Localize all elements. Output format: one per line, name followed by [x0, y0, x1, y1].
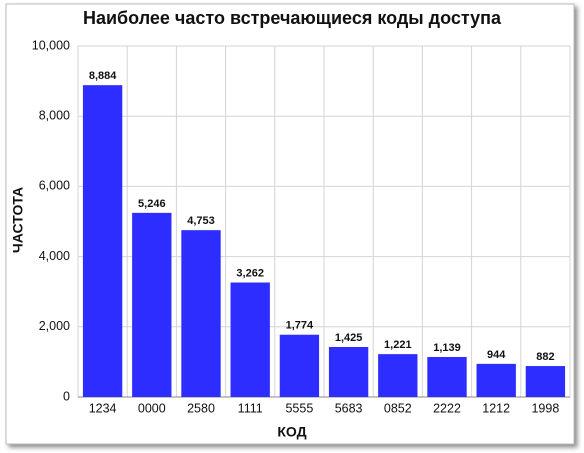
value-label: 1,221: [384, 339, 412, 351]
value-label: 882: [536, 351, 554, 363]
bar: [476, 363, 516, 397]
x-axis-title: КОД: [277, 424, 306, 440]
x-tick-label: 2580: [187, 401, 215, 415]
value-label: 1,425: [335, 332, 363, 344]
bar: [378, 354, 418, 397]
x-tick-label: 0000: [138, 401, 166, 415]
x-tick-label: 1998: [531, 401, 559, 415]
y-tick-label: 4,000: [39, 249, 70, 263]
x-tick-label: 1212: [482, 401, 510, 415]
value-label: 5,246: [138, 198, 166, 210]
value-label: 3,262: [236, 267, 264, 279]
y-axis-title: ЧАСТОТА: [10, 187, 26, 253]
bar: [82, 85, 123, 397]
x-tick-label: 1111: [238, 401, 263, 415]
x-tick-label: 0852: [384, 401, 412, 415]
value-label: 8,884: [89, 70, 117, 82]
bar: [525, 366, 566, 397]
bar: [132, 212, 172, 397]
value-label: 4,753: [187, 215, 215, 227]
x-tick-label: 5683: [335, 401, 363, 415]
chart-title: Наиболее часто встречающиеся коды доступ…: [83, 8, 502, 28]
bar: [279, 334, 320, 397]
x-tick-label: 1234: [89, 401, 117, 415]
x-tick-label: 2222: [433, 401, 461, 415]
bar: [328, 346, 369, 397]
y-tick-label: 2,000: [39, 319, 70, 333]
y-tick-label: 8,000: [39, 108, 70, 122]
value-label: 1,139: [433, 342, 461, 354]
bar: [427, 357, 467, 397]
y-tick-label: 0: [63, 389, 70, 403]
value-label: 944: [487, 349, 506, 361]
y-tick-label: 6,000: [39, 179, 70, 193]
x-tick-label: 5555: [285, 401, 313, 415]
value-label: 1,774: [286, 320, 314, 332]
y-tick-label: 10,000: [32, 38, 70, 52]
bar: [181, 230, 221, 397]
bar: [230, 282, 270, 397]
